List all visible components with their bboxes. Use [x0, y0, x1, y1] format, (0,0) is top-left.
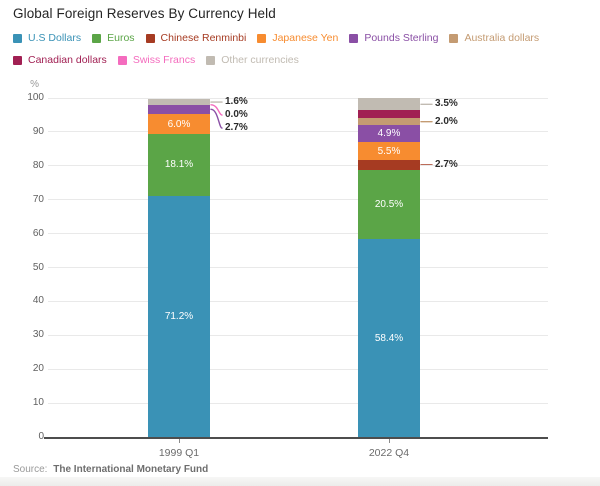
legend-label: U.S Dollars: [28, 32, 82, 44]
chart-title: Global Foreign Reserves By Currency Held: [13, 6, 276, 21]
legend-item-canadian-dollars: Canadian dollars: [13, 54, 107, 67]
legend-swatch-icon: [13, 34, 22, 43]
gridline: [48, 402, 548, 404]
legend-item-swiss-francs: Swiss Francs: [117, 54, 196, 67]
callout-label: 2.7%: [435, 158, 458, 170]
x-axis-category-label: 2022 Q4: [368, 447, 410, 459]
callout-label: 0.0%: [225, 109, 248, 121]
callout-label: 3.5%: [435, 98, 458, 110]
y-axis-tick-label: 70: [32, 193, 44, 205]
x-axis-tick: [178, 438, 180, 443]
y-axis-tick-label: 100: [27, 92, 44, 103]
legend-item-chinese-renminbi: Chinese Renminbi: [145, 32, 247, 45]
bar-segment-australia-dollars: [358, 118, 420, 126]
y-axis-tick-label: 10: [32, 397, 44, 409]
legend-label: Other currencies: [221, 54, 299, 66]
gridline: [48, 368, 548, 370]
legend: U.S Dollars Euros Chinese Renminbi Japanese…: [13, 32, 565, 67]
legend-item-other-currencies: Other currencies: [206, 54, 299, 67]
legend-item-japanese-yen: Japanese Yen: [257, 32, 338, 45]
callout-label: 2.0%: [435, 115, 458, 127]
x-axis-line: [44, 436, 548, 439]
legend-swatch-icon: [117, 56, 127, 65]
legend-swatch-icon: [349, 34, 359, 43]
segment-value-label: 6.0%: [167, 118, 191, 130]
gridline: [48, 131, 548, 133]
page-bottom-strip: [0, 477, 600, 486]
bar-segment-euros: 20.5%: [358, 169, 420, 239]
bar-segment-other-currencies: [148, 99, 210, 105]
callout-connector-line: [210, 108, 223, 129]
legend-swatch-icon: [257, 34, 267, 43]
legend-swatch-icon: [449, 34, 459, 43]
legend-item-u-s-dollars: U.S Dollars: [13, 32, 81, 45]
legend-swatch-icon: [92, 34, 102, 43]
source-prefix: Source:: [13, 464, 48, 475]
source-line: Source: The International Monetary Fund: [13, 464, 208, 475]
callout-connector-line: [210, 104, 223, 116]
bar-segment-japanese-yen: 6.0%: [148, 113, 210, 135]
segment-value-label: 5.5%: [377, 145, 401, 157]
segment-value-label: 20.5%: [374, 198, 404, 210]
legend-swatch-icon: [145, 34, 155, 43]
callout-label: 2.7%: [225, 122, 248, 134]
legend-label: Japanese Yen: [272, 32, 339, 44]
legend-item-pounds-sterling: Pounds Sterling: [349, 32, 438, 45]
y-axis-tick-label: 80: [32, 159, 44, 171]
legend-item-australia-dollars: Australia dollars: [449, 32, 539, 45]
segment-value-label: 18.1%: [164, 159, 194, 171]
x-axis-category-label: 1999 Q1: [158, 447, 200, 459]
legend-label: Canadian dollars: [28, 54, 107, 66]
gridline: [48, 97, 548, 99]
segment-value-label: 71.2%: [164, 310, 194, 322]
legend-label: Euros: [107, 32, 135, 44]
gridline: [48, 199, 548, 201]
legend-swatch-icon: [13, 56, 22, 65]
bar-segment-pounds-sterling: 4.9%: [358, 125, 420, 142]
bar-segment-other-currencies: [358, 98, 420, 111]
gridline: [48, 300, 548, 302]
y-axis-tick-label: 0: [38, 431, 44, 442]
segment-value-label: 58.4%: [374, 332, 404, 344]
bar-segment-japanese-yen: 5.5%: [358, 141, 420, 161]
y-axis-tick-label: 40: [32, 295, 44, 307]
bar-segment-chinese-renminbi: [358, 160, 420, 170]
bar-segment-u-s-dollars: 71.2%: [148, 195, 210, 437]
y-axis-tick-label: 90: [32, 125, 44, 137]
y-axis-tick-label: 20: [32, 363, 44, 375]
bar-segment-pounds-sterling: [148, 104, 210, 114]
legend-label: Pounds Sterling: [364, 32, 439, 44]
x-axis-tick: [388, 438, 390, 443]
y-axis-tick-label: 30: [32, 329, 44, 341]
legend-swatch-icon: [206, 56, 216, 65]
callout-label: 1.6%: [225, 96, 248, 108]
legend-label: Australia dollars: [464, 32, 540, 44]
gridline: [48, 233, 548, 235]
y-axis-tick-label: 50: [32, 261, 44, 273]
bar-segment-euros: 18.1%: [148, 134, 210, 196]
legend-label: Chinese Renminbi: [160, 32, 247, 44]
bar-segment-u-s-dollars: 58.4%: [358, 239, 420, 437]
legend-label: Swiss Francs: [132, 54, 196, 66]
y-axis-unit-label: %: [30, 79, 39, 90]
bar-segment-canadian-dollars: [358, 110, 420, 119]
legend-item-euros: Euros: [92, 32, 135, 45]
y-axis-tick-label: 60: [32, 227, 44, 239]
gridline: [48, 267, 548, 268]
gridline: [48, 334, 548, 336]
gridline: [48, 165, 548, 167]
source-text: The International Monetary Fund: [53, 464, 209, 475]
segment-value-label: 4.9%: [377, 127, 401, 139]
